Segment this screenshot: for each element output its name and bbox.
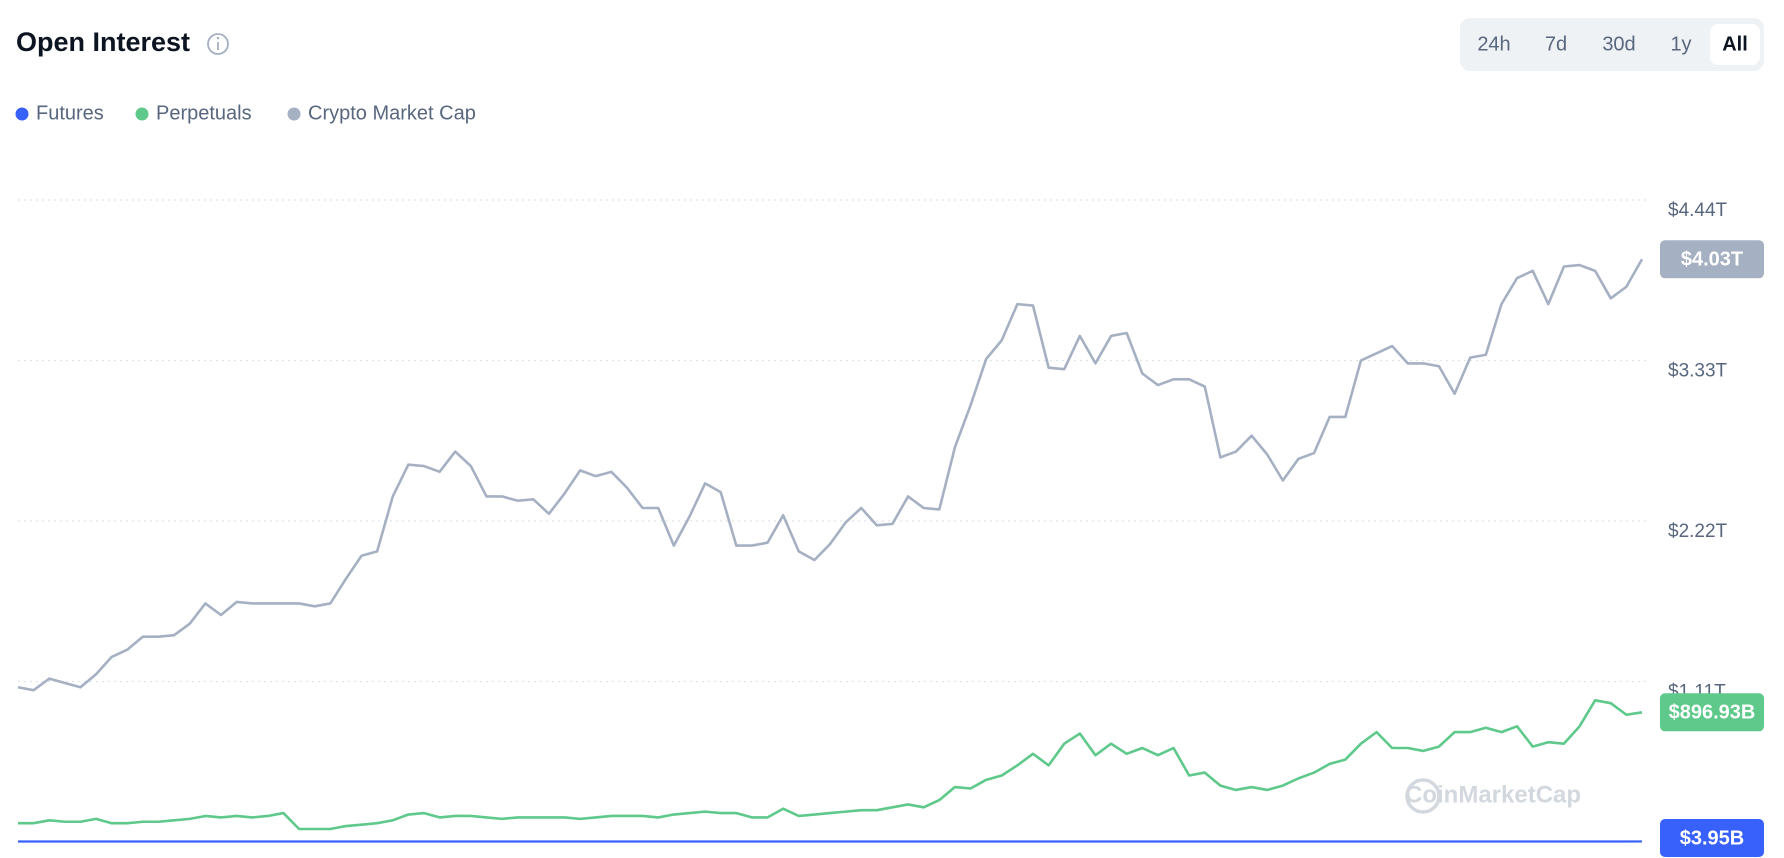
range-button[interactable]: All: [1722, 33, 1748, 55]
y-tick-label: $2.22T: [1668, 521, 1728, 542]
y-tick-label: $4.44T: [1668, 200, 1728, 221]
legend-label[interactable]: Perpetuals: [156, 102, 252, 124]
value-badge: [1660, 693, 1764, 732]
watermark: CoinMarketCap: [1405, 781, 1581, 808]
chart-title: Open Interest: [16, 27, 190, 57]
series-line: [17, 258, 1644, 692]
range-button[interactable]: 30d: [1602, 33, 1635, 55]
value-badge-label: $4.03T: [1681, 249, 1743, 271]
info-icon[interactable]: [207, 33, 229, 55]
value-badge: [1660, 240, 1764, 279]
range-button[interactable]: 24h: [1477, 33, 1510, 55]
value-badge: [1660, 819, 1764, 857]
value-badge-label: $896.93B: [1669, 702, 1756, 724]
legend-marker: [135, 107, 149, 121]
watermark-logo: [1405, 778, 1441, 814]
range-selector: [1460, 18, 1764, 71]
range-button[interactable]: 7d: [1545, 33, 1567, 55]
range-button-bg: [1710, 24, 1760, 65]
series-line: [18, 699, 1643, 831]
range-button[interactable]: 1y: [1670, 33, 1691, 55]
legend-marker: [15, 107, 29, 121]
legend-label[interactable]: Futures: [36, 102, 104, 124]
legend-label[interactable]: Crypto Market Cap: [308, 102, 476, 124]
legend-marker: [287, 107, 301, 121]
y-tick-label: $3.33T: [1668, 361, 1728, 382]
value-badge-label: $3.95B: [1680, 827, 1745, 849]
